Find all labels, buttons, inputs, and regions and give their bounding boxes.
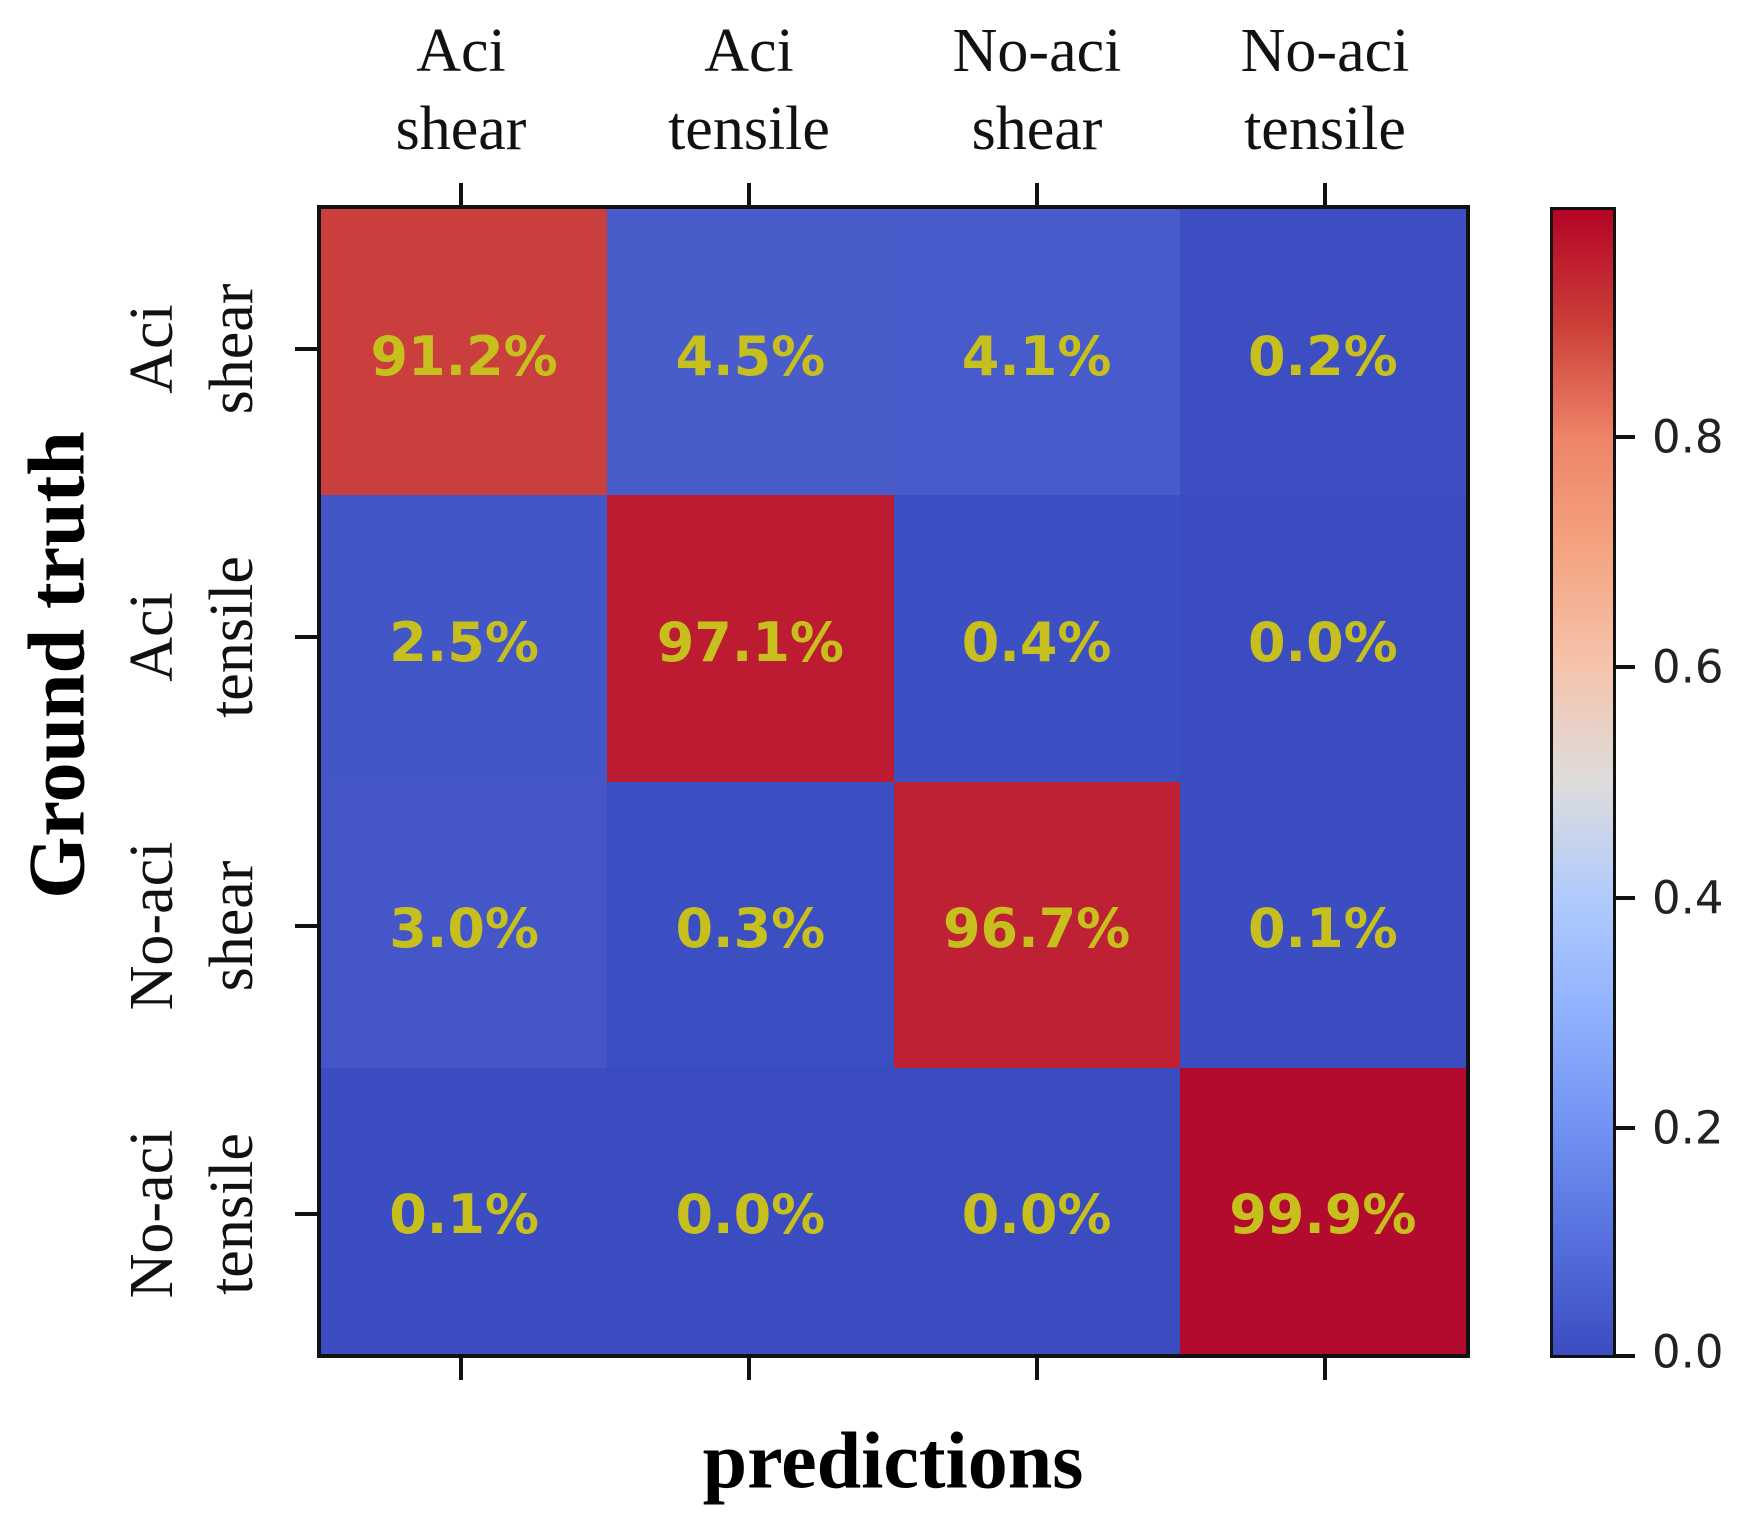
matrix-cell: 4.1% bbox=[893, 209, 1180, 496]
y-tick-label-no-aci-tensile: No-aci tensile bbox=[118, 1129, 266, 1299]
colorbar-tick-mark bbox=[1613, 1354, 1635, 1358]
x-tick-label-no-aci-tensile: No-aci tensile bbox=[1240, 17, 1410, 163]
x-tick-mark bbox=[459, 183, 463, 205]
matrix-cell: 96.7% bbox=[893, 781, 1180, 1068]
matrix-cell: 3.0% bbox=[321, 781, 608, 1068]
colorbar-tick-label: 0.8 bbox=[1652, 410, 1724, 464]
matrix-cell: 0.4% bbox=[893, 495, 1180, 782]
x-tick-mark bbox=[459, 1358, 463, 1380]
matrix-cell: 97.1% bbox=[607, 495, 894, 782]
matrix-cell: 4.5% bbox=[607, 209, 894, 496]
x-tick-mark bbox=[747, 1358, 751, 1380]
y-tick-mark bbox=[295, 347, 317, 351]
x-axis-title: predictions bbox=[702, 1417, 1084, 1506]
y-tick-label-aci-tensile: Aci tensile bbox=[118, 556, 266, 718]
matrix-cell: 0.2% bbox=[1179, 209, 1466, 496]
y-tick-mark bbox=[295, 924, 317, 928]
colorbar-tick-label: 0.6 bbox=[1652, 640, 1724, 694]
matrix-cell: 0.1% bbox=[1179, 781, 1466, 1068]
x-tick-label-aci-shear: Aci shear bbox=[395, 17, 527, 163]
y-tick-mark bbox=[295, 1212, 317, 1216]
matrix-cell: 0.1% bbox=[321, 1067, 608, 1354]
x-tick-mark bbox=[1035, 1358, 1039, 1380]
colorbar-tick-label: 0.4 bbox=[1652, 871, 1724, 925]
colorbar-tick-mark bbox=[1613, 1126, 1635, 1130]
x-tick-mark bbox=[1323, 183, 1327, 205]
x-tick-mark bbox=[1035, 183, 1039, 205]
matrix-cell: 99.9% bbox=[1179, 1067, 1466, 1354]
x-tick-label-no-aci-shear: No-aci shear bbox=[952, 17, 1122, 163]
colorbar-tick-mark bbox=[1613, 665, 1635, 669]
matrix-cell: 2.5% bbox=[321, 495, 608, 782]
matrix-cell: 0.0% bbox=[893, 1067, 1180, 1354]
x-tick-mark bbox=[1323, 1358, 1327, 1380]
x-tick-mark bbox=[747, 183, 751, 205]
colorbar-tick-label: 0.2 bbox=[1652, 1101, 1724, 1155]
x-tick-label-aci-tensile: Aci tensile bbox=[668, 17, 830, 163]
matrix-cell: 91.2% bbox=[321, 209, 608, 496]
y-axis-title: Ground truth bbox=[13, 431, 102, 899]
matrix-cell: 0.0% bbox=[1179, 495, 1466, 782]
colorbar-tick-label: 0.0 bbox=[1652, 1325, 1724, 1379]
colorbar bbox=[1550, 207, 1616, 1358]
heatmap-matrix: 91.2% 4.5% 4.1% 0.2% 2.5% 97.1% 0.4% 0.0… bbox=[317, 205, 1470, 1358]
y-tick-label-no-aci-shear: No-aci shear bbox=[118, 841, 266, 1011]
matrix-cell: 0.0% bbox=[607, 1067, 894, 1354]
colorbar-tick-mark bbox=[1613, 896, 1635, 900]
colorbar-tick-mark bbox=[1613, 435, 1635, 439]
y-tick-label-aci-shear: Aci shear bbox=[118, 283, 266, 415]
y-tick-mark bbox=[295, 635, 317, 639]
matrix-cell: 0.3% bbox=[607, 781, 894, 1068]
